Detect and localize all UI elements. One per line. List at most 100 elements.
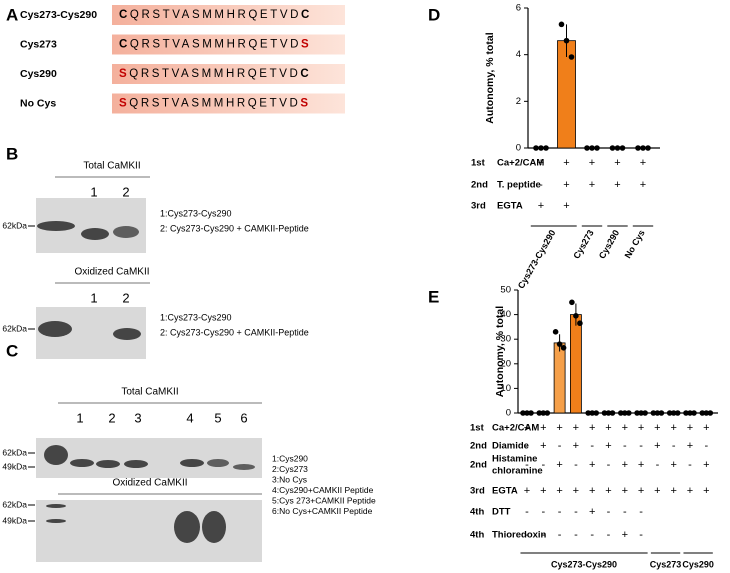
first-residue: C — [119, 9, 130, 21]
condition-sign: + — [703, 485, 709, 497]
data-point — [601, 410, 608, 416]
blot-band — [46, 519, 66, 523]
condition-sign: - — [525, 506, 529, 518]
blot-band — [124, 460, 148, 468]
blot-legend: 5:Cys 273+CAMKII Peptide — [272, 495, 376, 505]
condition-sign: + — [654, 422, 660, 434]
blot-band — [96, 460, 120, 468]
condition-sign: + — [687, 440, 693, 452]
blot-legend: 4:Cys290+CAMKII Peptide — [272, 485, 374, 495]
blot-image — [36, 500, 262, 562]
blot-band — [233, 464, 255, 470]
condition-sign: + — [670, 459, 676, 471]
blot-band — [37, 221, 75, 231]
blot-legend: 1:Cys273-Cys290 — [160, 208, 232, 218]
y-tick-label: 30 — [500, 334, 511, 345]
data-point — [538, 145, 544, 151]
condition-sign: - — [558, 506, 562, 518]
condition-sign: + — [687, 422, 693, 434]
condition-sign: + — [638, 459, 644, 471]
condition-sign: - — [656, 459, 660, 471]
condition-sign: + — [540, 422, 546, 434]
group-label: Cys273 — [571, 228, 595, 260]
condition-sign: + — [605, 440, 611, 452]
condition-sign: + — [589, 179, 595, 191]
condition-sign: + — [703, 422, 709, 434]
sequence: SQRSTVASMMHRQETVDS — [119, 98, 311, 110]
blot-band — [113, 328, 141, 340]
condition-sign: + — [622, 485, 628, 497]
condition-sign: - — [574, 529, 578, 541]
data-point — [544, 410, 551, 416]
condition-order: 3rd — [470, 486, 485, 497]
group-label: Cys273-Cys290 — [551, 559, 617, 569]
condition-sign: + — [622, 529, 628, 541]
condition-sign: - — [541, 459, 545, 471]
condition-sign: - — [704, 440, 708, 452]
condition-sign: - — [623, 506, 627, 518]
data-point — [573, 313, 579, 319]
middle-residues: QRSTVASMMHRQETVD — [129, 98, 300, 110]
data-point — [543, 145, 549, 151]
data-point — [569, 299, 575, 306]
condition-name: Histamine — [492, 454, 537, 465]
first-residue: S — [119, 98, 129, 110]
data-point — [645, 145, 651, 151]
condition-name: Ca+2/CAM — [492, 423, 539, 434]
condition-sign: + — [622, 422, 628, 434]
data-point — [577, 320, 583, 327]
blot-title: Total CaMKII — [121, 387, 178, 398]
condition-sign: + — [605, 485, 611, 497]
condition-sign: + — [638, 422, 644, 434]
data-point — [674, 410, 681, 416]
blot-band — [113, 226, 139, 238]
bar — [553, 342, 566, 414]
lane-number: 1 — [90, 184, 97, 199]
data-point — [622, 410, 628, 416]
marker-label: 62kDa — [2, 447, 27, 457]
blot-band — [81, 228, 109, 240]
condition-sign: + — [563, 179, 569, 191]
condition-sign: - — [574, 459, 578, 471]
condition-order: 2nd — [470, 460, 487, 471]
last-residue: S — [301, 39, 311, 51]
sequence-label: Cys290 — [20, 68, 57, 80]
group-label: Cys273 — [650, 559, 682, 569]
condition-sign: - — [558, 440, 562, 452]
y-axis-label: Autonomy, % total — [484, 32, 496, 123]
condition-sign: - — [672, 440, 676, 452]
condition-sign: + — [654, 440, 660, 452]
data-point — [635, 145, 641, 151]
data-point — [654, 410, 661, 416]
blot-legend: 2: Cys273-Cys290 + CAMKII-Peptide — [160, 327, 309, 337]
y-tick-label: 0 — [506, 408, 511, 419]
data-point — [594, 145, 600, 151]
group-label: No Cys — [623, 228, 647, 260]
data-point — [552, 329, 559, 335]
y-tick-label: 20 — [500, 358, 511, 369]
condition-order: 2nd — [470, 441, 487, 452]
condition-sign: + — [605, 422, 611, 434]
blot-band — [174, 511, 200, 543]
data-point — [626, 410, 632, 416]
condition-sign: + — [538, 200, 544, 212]
condition-sign: - — [574, 506, 578, 518]
condition-sign: + — [670, 422, 676, 434]
condition-sign: - — [607, 459, 611, 471]
condition-sign: - — [590, 440, 594, 452]
condition-sign: - — [541, 506, 545, 518]
condition-order: 4th — [470, 530, 484, 541]
condition-sign: + — [589, 422, 595, 434]
data-point — [558, 21, 565, 28]
data-point — [640, 145, 646, 151]
data-point — [658, 410, 665, 416]
condition-sign: + — [524, 485, 530, 497]
data-point — [634, 410, 640, 416]
sequence: SQRSTVASMMHRQETVDC — [119, 68, 311, 80]
panel-letter: D — [428, 5, 440, 24]
data-point — [536, 410, 543, 416]
panel-letter: C — [6, 341, 18, 360]
data-point — [703, 410, 710, 416]
condition-sign: - — [525, 459, 529, 471]
condition-sign: + — [573, 440, 579, 452]
